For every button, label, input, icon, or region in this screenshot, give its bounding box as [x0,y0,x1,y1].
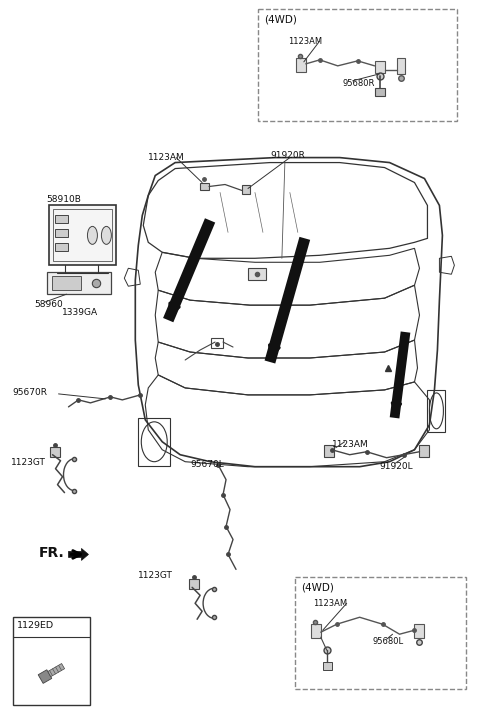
Text: 58910B: 58910B [47,196,82,204]
Text: 1123AM: 1123AM [148,152,185,162]
Bar [415,624,424,638]
Bar [258,9,457,121]
Text: 1123AM: 1123AM [288,37,322,46]
Text: 95670R: 95670R [12,388,48,397]
Bar [296,58,306,72]
Bar [374,61,384,73]
Bar [324,445,334,457]
Bar [311,624,321,638]
Text: 1339GA: 1339GA [61,308,97,317]
Text: (4WD): (4WD) [264,14,297,24]
Polygon shape [38,670,52,683]
Text: 95680R: 95680R [343,79,375,88]
Bar [248,268,266,280]
Text: 1123GT: 1123GT [138,572,173,580]
Bar [295,577,467,689]
Text: 95680L: 95680L [372,637,404,646]
Bar [47,273,111,294]
Text: 1129ED: 1129ED [17,621,54,631]
Text: 91920R: 91920R [270,150,305,160]
Bar [49,446,60,457]
Ellipse shape [87,226,97,244]
Polygon shape [48,664,65,677]
Bar [138,418,170,466]
Text: 58960: 58960 [35,300,63,309]
Bar [55,216,69,224]
Ellipse shape [101,226,111,244]
Bar [374,88,384,96]
Bar [12,617,90,705]
Text: 1123GT: 1123GT [11,458,46,467]
Bar [189,580,199,590]
Text: 1123AM: 1123AM [332,440,369,449]
Bar [211,338,223,348]
Bar [48,206,116,265]
Bar [420,445,430,457]
Bar [51,276,82,290]
Text: 91920L: 91920L [380,462,413,471]
Text: FR.: FR. [38,546,64,560]
Bar [242,185,250,194]
Text: 1123AM: 1123AM [313,600,347,608]
Bar [55,229,69,237]
Bar [55,243,69,252]
Bar [396,58,405,74]
Text: 95670L: 95670L [190,459,224,469]
Text: (4WD): (4WD) [301,582,334,592]
Bar [200,183,209,191]
Bar [323,662,332,670]
Bar [428,390,445,432]
Bar [52,209,112,261]
Polygon shape [69,549,88,560]
